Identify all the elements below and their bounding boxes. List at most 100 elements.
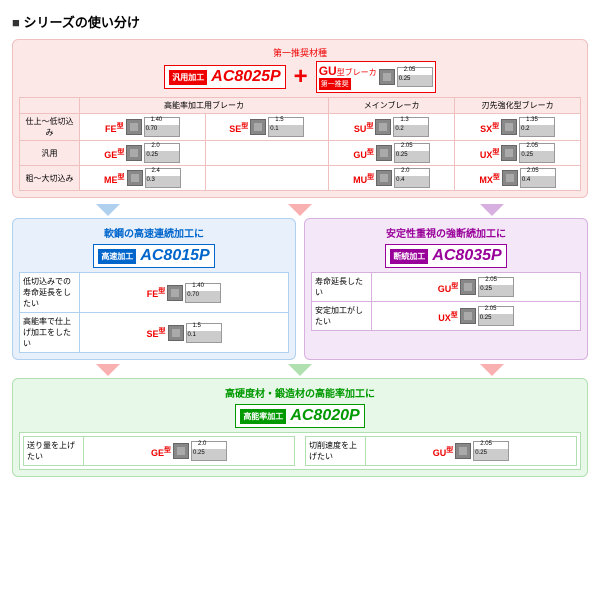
box-title: 軟鋼の高速連続加工に — [19, 225, 289, 240]
breaker-table: 高能率加工用ブレーカ メインブレーカ 刃先強化型ブレーカ 仕上～低切込みFE型1… — [19, 97, 581, 191]
insert-icon — [126, 145, 142, 161]
cell: FE型1.400.70 — [80, 114, 206, 141]
grade-code: AC8035P — [432, 247, 501, 265]
table-row: 安定加工がしたいUX型2.050.25 — [312, 302, 581, 331]
th — [20, 98, 80, 114]
insert-icon — [167, 285, 183, 301]
arrow-icon — [480, 364, 504, 376]
sub-table: 送り量を上げたいGE型2.00.25 切削速度を上げたいGU型2.050.25 — [19, 432, 581, 470]
gu-rec: 第一推奨 — [319, 78, 351, 90]
ac8015p-badge: 高速加工 AC8015P — [93, 244, 214, 268]
insert-icon — [376, 170, 392, 186]
cell: GE型2.00.25 — [80, 141, 206, 166]
cell: SX型1.350.2 — [455, 114, 581, 141]
insert-icon — [376, 145, 392, 161]
desc: 切削速度を上げたい — [306, 437, 366, 466]
top-section: 第一推奨材種 汎用加工 AC8025P + GU型ブレーカ 第一推奨 2.050… — [12, 39, 588, 198]
cell: UX型2.050.25 — [372, 302, 581, 331]
mid-section: 軟鋼の高速連続加工に 高速加工 AC8015P 低切込みでの寿命延長をしたいFE… — [12, 218, 588, 360]
cell: ME型2.40.3 — [80, 166, 206, 191]
cell: SE型1.50.1 — [205, 114, 328, 141]
profile-diagram: 2.00.25 — [191, 441, 227, 461]
insert-icon — [250, 119, 266, 135]
cell: GU型2.050.25 — [328, 141, 454, 166]
cell: UX型2.050.25 — [455, 141, 581, 166]
pre-label: 高能率加工 — [240, 409, 286, 424]
insert-icon — [168, 325, 184, 341]
cell: GE型2.00.25 — [84, 437, 295, 466]
ac8015p-box: 軟鋼の高速連続加工に 高速加工 AC8015P 低切込みでの寿命延長をしたいFE… — [12, 218, 296, 360]
table-row: 低切込みでの寿命延長をしたいFE型1.400.70 — [20, 273, 289, 313]
ac8025p-badge: 汎用加工 AC8025P — [164, 65, 285, 89]
green-cell: 切削速度を上げたいGU型2.050.25 — [305, 436, 577, 466]
table-row: 汎用GE型2.00.25 GU型2.050.25UX型2.050.25 — [20, 141, 581, 166]
table-row: 高能率で仕上げ加工をしたいSE型1.50.1 — [20, 313, 289, 353]
cell: MU型2.00.4 — [328, 166, 454, 191]
gu-breaker-badge: GU型ブレーカ 第一推奨 2.050.25 — [316, 61, 436, 93]
th: 刃先強化型ブレーカ — [455, 98, 581, 114]
arrow-icon — [96, 204, 120, 216]
profile-diagram: 1.350.2 — [519, 117, 555, 137]
sub-table: 寿命延長したいGU型2.050.25安定加工がしたいUX型2.050.25 — [311, 272, 581, 331]
profile-diagram: 2.050.25 — [478, 277, 514, 297]
desc: 低切込みでの寿命延長をしたい — [20, 273, 80, 313]
box-title: 安定性重視の強断続加工に — [311, 225, 581, 240]
grade-code: AC8015P — [140, 247, 209, 265]
grade-code: AC8020P — [290, 407, 359, 425]
arrow-icon — [288, 204, 312, 216]
insert-icon — [126, 119, 142, 135]
profile-diagram: 1.400.70 — [185, 283, 221, 303]
insert-icon — [375, 119, 391, 135]
arrow-icon — [480, 204, 504, 216]
row-label: 汎用 — [20, 141, 80, 166]
insert-icon — [379, 69, 395, 85]
profile-diagram: 2.40.3 — [145, 168, 181, 188]
table-row: 仕上～低切込みFE型1.400.70SE型1.50.1SU型1.30.2SX型1… — [20, 114, 581, 141]
arrow-icon — [96, 364, 120, 376]
pre-label: 高速加工 — [98, 249, 136, 264]
insert-icon — [460, 308, 476, 324]
desc: 安定加工がしたい — [312, 302, 372, 331]
recommended-label: 第一推奨材種 — [19, 46, 581, 59]
arrow-icon — [288, 364, 312, 376]
table-row: 寿命延長したいGU型2.050.25 — [312, 273, 581, 302]
profile-diagram: 2.050.25 — [478, 306, 514, 326]
green-cell: 送り量を上げたいGE型2.00.25 — [23, 436, 295, 466]
arrows-row — [12, 364, 588, 376]
profile-diagram: 2.050.25 — [397, 67, 433, 87]
profile-diagram: 2.00.4 — [394, 168, 430, 188]
profile-diagram: 1.50.1 — [268, 117, 304, 137]
ac8020p-badge: 高能率加工 AC8020P — [235, 404, 364, 428]
desc: 寿命延長したい — [312, 273, 372, 302]
grade-code: AC8025P — [211, 68, 280, 86]
cell: GU型2.050.25 — [366, 437, 577, 466]
profile-diagram: 2.050.25 — [473, 441, 509, 461]
insert-icon — [460, 279, 476, 295]
row-label: 仕上～低切込み — [20, 114, 80, 141]
insert-icon — [501, 145, 517, 161]
cell: MX型2.050.4 — [455, 166, 581, 191]
insert-icon — [173, 443, 189, 459]
cell: SE型1.50.1 — [80, 313, 289, 353]
gu-label: GU — [319, 64, 337, 78]
cell: GU型2.050.25 — [372, 273, 581, 302]
ac8020p-box: 高硬度材・鍛造材の高能率加工に 高能率加工 AC8020P 送り量を上げたいGE… — [12, 378, 588, 477]
gu-suffix: 型ブレーカ — [337, 68, 377, 77]
top-badge-row: 汎用加工 AC8025P + GU型ブレーカ 第一推奨 2.050.25 — [19, 61, 581, 93]
th: メインブレーカ — [328, 98, 454, 114]
desc: 高能率で仕上げ加工をしたい — [20, 313, 80, 353]
box-title: 高硬度材・鍛造材の高能率加工に — [19, 385, 581, 400]
profile-diagram: 1.50.1 — [186, 323, 222, 343]
insert-icon — [127, 170, 143, 186]
insert-icon — [502, 170, 518, 186]
table-row: 粗～大切込みME型2.40.3MU型2.00.4MX型2.050.4 — [20, 166, 581, 191]
page-title: シリーズの使い分け — [12, 12, 588, 31]
cell: SU型1.30.2 — [328, 114, 454, 141]
plus-icon: + — [294, 63, 308, 91]
insert-icon — [501, 119, 517, 135]
cell — [205, 141, 328, 166]
profile-diagram: 2.050.25 — [394, 143, 430, 163]
profile-diagram: 1.400.70 — [144, 117, 180, 137]
profile-diagram: 1.30.2 — [393, 117, 429, 137]
profile-diagram: 2.050.4 — [520, 168, 556, 188]
